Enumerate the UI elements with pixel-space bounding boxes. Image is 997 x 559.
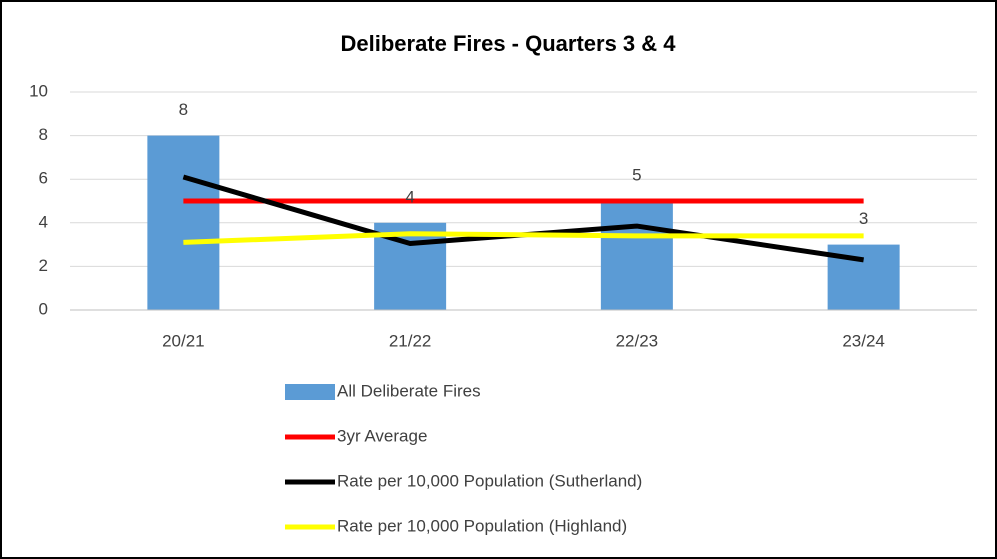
- legend-label: 3yr Average: [337, 426, 427, 445]
- x-tick-label: 23/24: [842, 331, 885, 350]
- legend-label: Rate per 10,000 Population (Highland): [337, 516, 627, 535]
- data-label: 8: [179, 100, 188, 119]
- x-tick-label: 22/23: [616, 331, 659, 350]
- y-tick-label: 0: [39, 299, 48, 318]
- y-tick-label: 2: [39, 256, 48, 275]
- y-tick-label: 6: [39, 169, 48, 188]
- x-tick-label: 21/22: [389, 331, 432, 350]
- data-label: 5: [632, 165, 641, 184]
- legend-label: All Deliberate Fires: [337, 381, 481, 400]
- y-tick-label: 8: [39, 125, 48, 144]
- line: [183, 231, 864, 245]
- chart-title: Deliberate Fires - Quarters 3 & 4: [340, 31, 676, 56]
- legend-swatch: [285, 384, 335, 400]
- y-tick-label: 10: [29, 81, 48, 100]
- legend-label: Rate per 10,000 Population (Sutherland): [337, 471, 642, 490]
- bar: [600, 201, 673, 310]
- y-tick-label: 4: [39, 212, 48, 231]
- bar: [147, 135, 220, 310]
- data-label: 3: [859, 209, 868, 228]
- data-label: 4: [405, 187, 414, 206]
- x-tick-label: 20/21: [162, 331, 205, 350]
